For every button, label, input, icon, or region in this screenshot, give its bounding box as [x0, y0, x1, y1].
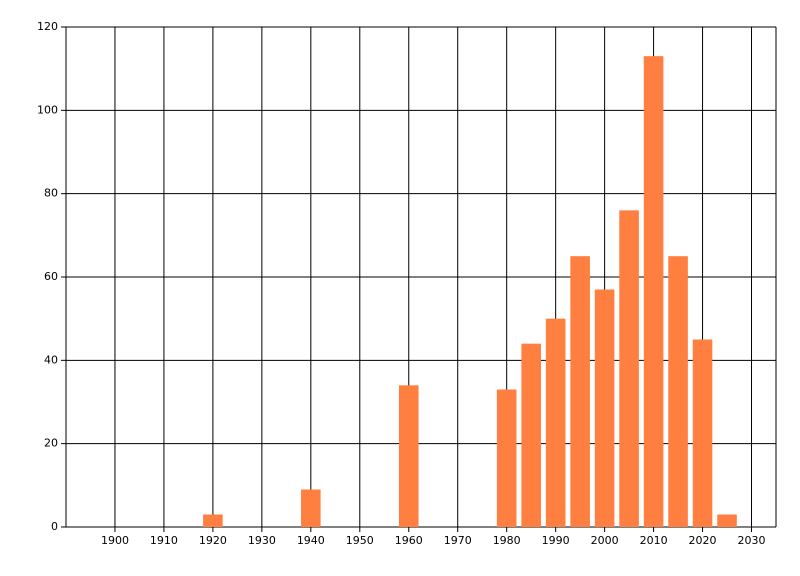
bar: [521, 343, 541, 527]
y-tick-label: 60: [44, 270, 58, 283]
x-tick-label: 1910: [150, 534, 178, 547]
bar: [668, 256, 688, 527]
bar: [496, 389, 517, 527]
x-tick-label: 1900: [101, 534, 129, 547]
bar: [398, 385, 419, 527]
x-tick-label: 2000: [591, 534, 619, 547]
y-tick-label: 20: [44, 437, 58, 450]
y-tick-label: 80: [44, 187, 58, 200]
x-tick-label: 1980: [493, 534, 521, 547]
bar: [594, 289, 615, 527]
x-tick-label: 1960: [395, 534, 423, 547]
bar: [619, 210, 639, 528]
bar: [545, 318, 566, 527]
x-tick-label: 1950: [346, 534, 374, 547]
bar: [301, 489, 321, 527]
y-tick-label: 40: [44, 353, 58, 366]
y-tick-label: 0: [51, 520, 58, 533]
y-tick-label: 100: [37, 103, 58, 116]
bar: [203, 514, 223, 527]
bar: [570, 256, 590, 527]
x-tick-label: 1990: [542, 534, 570, 547]
bar: [692, 339, 713, 527]
x-tick-label: 1930: [248, 534, 276, 547]
x-tick-label: 2020: [689, 534, 717, 547]
x-tick-label: 2030: [738, 534, 766, 547]
x-tick-label: 1920: [199, 534, 227, 547]
x-tick-label: 1940: [297, 534, 325, 547]
bar: [643, 56, 664, 528]
x-tick-label: 2010: [640, 534, 668, 547]
x-tick-label: 1970: [444, 534, 472, 547]
y-tick-label: 120: [37, 20, 58, 33]
bar: [717, 514, 737, 527]
